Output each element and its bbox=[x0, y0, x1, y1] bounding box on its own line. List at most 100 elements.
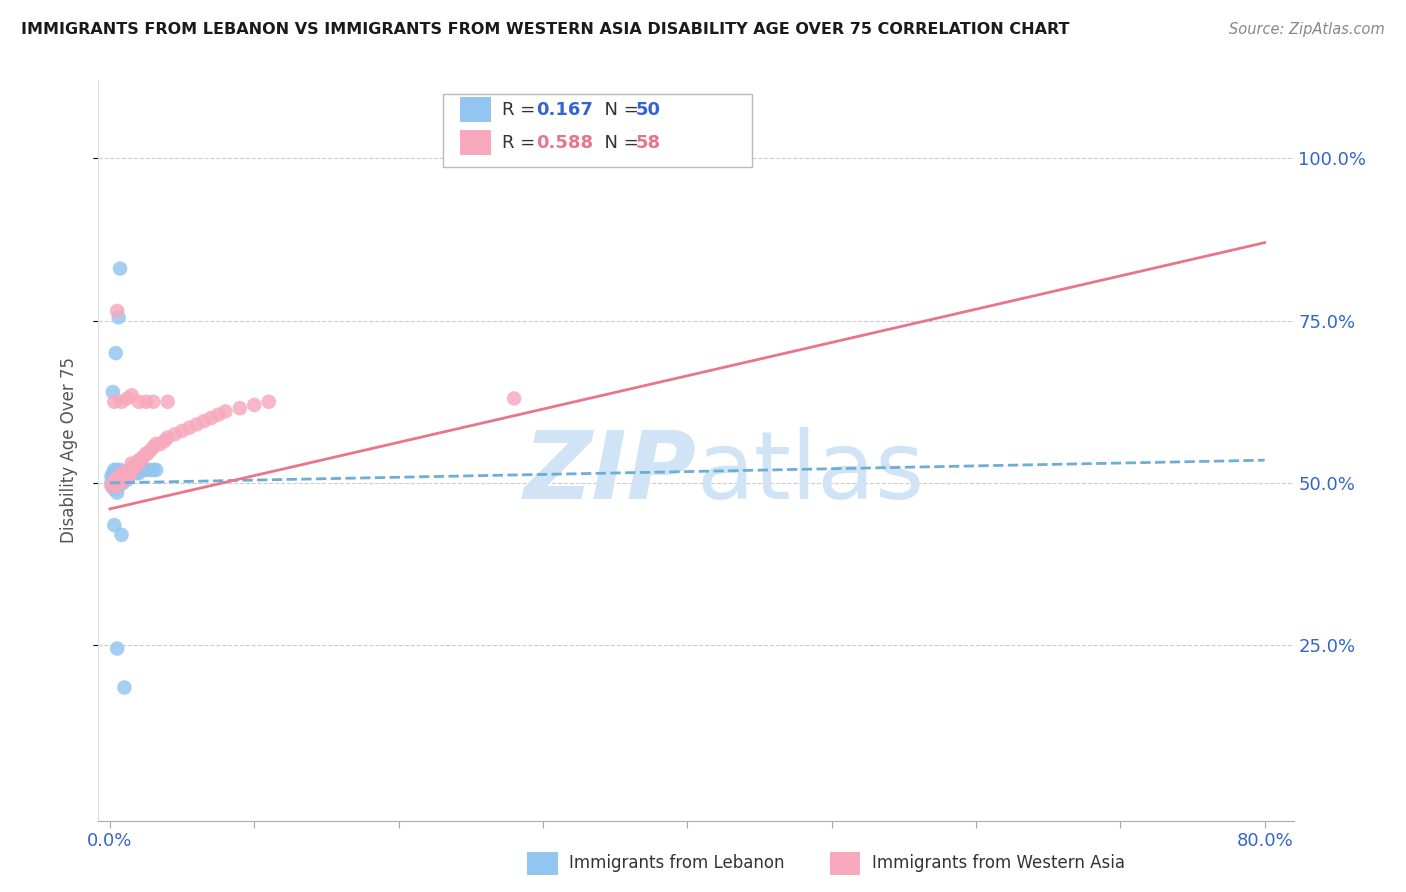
Point bbox=[110, 528, 132, 542]
Point bbox=[105, 463, 128, 477]
Point bbox=[104, 473, 127, 487]
Point bbox=[105, 641, 128, 656]
Point bbox=[112, 473, 135, 487]
Point bbox=[163, 427, 186, 442]
Point bbox=[121, 457, 143, 471]
Point bbox=[149, 437, 172, 451]
Point bbox=[142, 463, 165, 477]
Point bbox=[115, 469, 138, 483]
Point bbox=[112, 466, 135, 480]
Point bbox=[186, 417, 208, 432]
Point bbox=[103, 469, 125, 483]
Point bbox=[193, 414, 215, 428]
Point bbox=[124, 463, 146, 477]
Text: Immigrants from Western Asia: Immigrants from Western Asia bbox=[872, 855, 1125, 872]
Point bbox=[207, 408, 229, 422]
Text: atlas: atlas bbox=[696, 426, 924, 518]
Point bbox=[100, 479, 122, 493]
Point bbox=[101, 384, 124, 399]
Point bbox=[243, 398, 266, 412]
Point bbox=[132, 450, 155, 464]
Point bbox=[131, 453, 153, 467]
Point bbox=[156, 394, 179, 409]
Point bbox=[108, 475, 131, 490]
Point bbox=[122, 466, 145, 480]
Point bbox=[104, 473, 127, 487]
Point bbox=[156, 430, 179, 444]
Point bbox=[145, 463, 167, 477]
Point bbox=[172, 424, 194, 438]
Point bbox=[103, 394, 125, 409]
Point bbox=[118, 469, 141, 483]
Text: Immigrants from Lebanon: Immigrants from Lebanon bbox=[569, 855, 785, 872]
Point bbox=[145, 437, 167, 451]
Text: Source: ZipAtlas.com: Source: ZipAtlas.com bbox=[1229, 22, 1385, 37]
Point bbox=[129, 453, 152, 467]
Text: IMMIGRANTS FROM LEBANON VS IMMIGRANTS FROM WESTERN ASIA DISABILITY AGE OVER 75 C: IMMIGRANTS FROM LEBANON VS IMMIGRANTS FR… bbox=[21, 22, 1070, 37]
Point bbox=[120, 466, 142, 480]
Point bbox=[101, 473, 124, 487]
Point bbox=[103, 518, 125, 533]
Point bbox=[125, 466, 148, 480]
Point bbox=[200, 411, 222, 425]
Point bbox=[101, 479, 124, 493]
Point bbox=[107, 475, 129, 490]
Point bbox=[229, 401, 252, 416]
Point bbox=[121, 463, 143, 477]
Point bbox=[136, 447, 159, 461]
Point bbox=[118, 463, 141, 477]
Point bbox=[128, 466, 150, 480]
Text: 50: 50 bbox=[636, 101, 661, 119]
Point bbox=[153, 434, 176, 448]
Point bbox=[112, 681, 135, 695]
Point bbox=[122, 459, 145, 474]
Point bbox=[108, 261, 131, 276]
Point bbox=[110, 466, 132, 480]
Point bbox=[105, 485, 128, 500]
Text: R =: R = bbox=[502, 101, 547, 119]
Point bbox=[139, 463, 162, 477]
Point bbox=[100, 469, 122, 483]
Point bbox=[104, 346, 127, 360]
Point bbox=[104, 466, 127, 480]
Point bbox=[101, 475, 124, 490]
Point bbox=[139, 443, 162, 458]
Point bbox=[135, 447, 157, 461]
Text: N =: N = bbox=[593, 101, 645, 119]
Point bbox=[131, 463, 153, 477]
Point bbox=[135, 394, 157, 409]
Point bbox=[118, 469, 141, 483]
Point bbox=[107, 473, 129, 487]
Point bbox=[103, 475, 125, 490]
Point bbox=[142, 440, 165, 454]
Y-axis label: Disability Age Over 75: Disability Age Over 75 bbox=[59, 358, 77, 543]
Point bbox=[142, 394, 165, 409]
Text: R =: R = bbox=[502, 134, 547, 152]
Point bbox=[117, 473, 139, 487]
Point bbox=[105, 475, 128, 490]
Point bbox=[117, 392, 139, 406]
Point bbox=[135, 463, 157, 477]
Point bbox=[117, 466, 139, 480]
Point bbox=[104, 479, 127, 493]
Point bbox=[117, 466, 139, 480]
Point bbox=[179, 421, 201, 435]
Point bbox=[105, 469, 128, 483]
Point bbox=[214, 404, 236, 418]
Point bbox=[503, 392, 526, 406]
Point bbox=[127, 457, 149, 471]
Point bbox=[103, 475, 125, 490]
Point bbox=[108, 469, 131, 483]
Text: 0.167: 0.167 bbox=[536, 101, 592, 119]
Point bbox=[108, 463, 131, 477]
Point bbox=[107, 466, 129, 480]
Point bbox=[110, 473, 132, 487]
Point bbox=[110, 466, 132, 480]
Point bbox=[120, 466, 142, 480]
Point bbox=[105, 479, 128, 493]
Point bbox=[108, 469, 131, 483]
Point bbox=[103, 463, 125, 477]
Text: ZIP: ZIP bbox=[523, 426, 696, 518]
Point bbox=[112, 466, 135, 480]
Text: 58: 58 bbox=[636, 134, 661, 152]
